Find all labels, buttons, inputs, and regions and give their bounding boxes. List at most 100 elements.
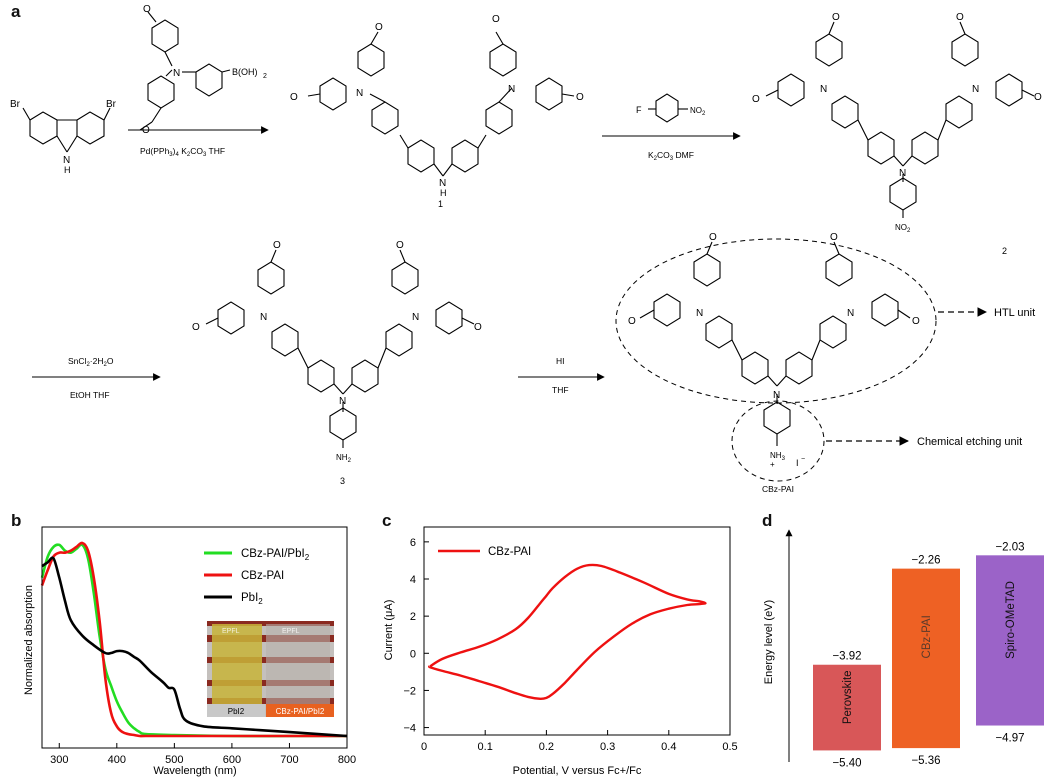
cv-x-tick-label-1: 0.1 — [478, 741, 493, 753]
cbzpai-iodide-minus: − — [801, 456, 805, 463]
cv-line — [428, 563, 707, 701]
absorption-x-tick-label-4: 700 — [280, 754, 298, 766]
cbzpai-tag — [266, 704, 334, 717]
absorption-line-2 — [41, 556, 348, 738]
energy-y-label: Energy level (eV) — [763, 600, 775, 684]
energy-bottom-label-2: −4.97 — [995, 733, 1024, 745]
compound3-n-right: N — [412, 312, 419, 323]
absorption-legend-label-1: CBz-PAI — [241, 570, 284, 582]
energy-top-label-1: −2.26 — [911, 555, 940, 567]
step2-f: F — [636, 105, 642, 115]
compound-2-structure — [765, 21, 1035, 218]
compound-2-label: 2 — [1002, 246, 1007, 256]
panel-label-b: b — [11, 511, 22, 530]
step4-reagent: HI — [556, 356, 565, 366]
compound1-o1: O — [375, 22, 383, 33]
absorption-line-1 — [40, 541, 347, 738]
cv-x-label: Potential, V versus Fc+/Fc — [513, 765, 642, 777]
compound3-o1: O — [273, 240, 281, 251]
br-left: Br — [10, 99, 21, 110]
absorption-x-tick-label-3: 600 — [223, 754, 241, 766]
cv-x-tick-label-3: 0.3 — [600, 741, 615, 753]
boronic-acid-reagent — [139, 11, 231, 131]
step3-reagent: SnCl2·2H2O — [68, 356, 114, 368]
cv-y-tick-label-5: 6 — [410, 537, 416, 549]
absorption-x-tick-label-0: 300 — [50, 754, 68, 766]
compound1-n-right: N — [508, 84, 515, 95]
energy-bar-2 — [976, 555, 1044, 726]
cbzpai-o3: O — [830, 232, 838, 243]
br-right: Br — [106, 99, 117, 110]
energy-category-label-0: Perovskite — [842, 670, 854, 724]
energy-category-label-1: CBz-PAI — [921, 615, 933, 658]
energy-bar-1 — [892, 568, 960, 749]
logo-text-right: EPFL — [282, 628, 300, 635]
panel-label-d: d — [762, 511, 773, 530]
panel-label-a: a — [11, 2, 21, 21]
inset-left-label: PbI2 — [228, 707, 245, 716]
boronic-group: B(OH) — [232, 67, 258, 77]
cbzpai-n-core: N — [773, 390, 780, 401]
compound2-no2: NO2 — [895, 223, 911, 234]
step2-no2: NO2 — [690, 106, 706, 117]
compound1-h: H — [440, 188, 447, 198]
step3-conditions: EtOH THF — [70, 390, 110, 400]
cv-axes-frame — [423, 526, 731, 736]
compound3-n-left: N — [260, 312, 267, 323]
absorption-x-tick-label-1: 400 — [108, 754, 126, 766]
pbi2-film — [212, 624, 262, 704]
cv-legend: CBz-PAI — [438, 546, 531, 558]
compound1-o4: O — [576, 92, 584, 103]
absorption-x-tick-label-5: 800 — [338, 754, 356, 766]
compound2-n-core: N — [899, 168, 906, 179]
cv-y-tick-label-0: −4 — [403, 723, 416, 735]
compound2-o2: O — [752, 94, 760, 105]
energy-bars: −3.92 −5.40 Perovskite −2.26 −5.36 CBz-PAI −2.… — [813, 541, 1044, 769]
cv-y-label: Current (μA) — [383, 600, 395, 661]
logo-text-left: EPFL — [222, 628, 240, 635]
compound2-o1: O — [832, 12, 840, 23]
fluoronitrobenzene-reagent — [648, 93, 688, 123]
carbazole-n: N — [63, 155, 70, 166]
compound-3-structure — [205, 249, 475, 448]
etching-unit-ellipse — [731, 400, 825, 482]
compound3-o2: O — [192, 322, 200, 333]
energy-chart: Energy level (eV) −3.92 −5.40 Perovskite −2… — [763, 529, 1044, 769]
compound-1-structure — [307, 31, 575, 177]
cbzpai-nh3: NH3 — [770, 451, 786, 462]
absorption-x-label: Wavelength (nm) — [153, 765, 236, 777]
cbz-pai-label: CBz-PAI — [762, 484, 794, 494]
cbzpai-o1: O — [709, 232, 717, 243]
boronic-group-sub: 2 — [263, 73, 267, 80]
compound-1-label: 1 — [438, 199, 443, 209]
cv-y-tick-label-1: −2 — [403, 685, 416, 697]
htl-unit-ellipse — [615, 238, 937, 404]
cv-x-tick-label-4: 0.4 — [661, 741, 676, 753]
cv-x-tick-label-0: 0 — [421, 741, 427, 753]
compound1-n-left: N — [356, 88, 363, 99]
inset-right-label: CBz-PAI/PbI2 — [276, 707, 325, 716]
carbazole-h: H — [64, 165, 71, 175]
compound1-o2: O — [290, 92, 298, 103]
compound3-o3: O — [396, 240, 404, 251]
panel-label-c: c — [382, 511, 392, 530]
etching-unit-label: Chemical etching unit — [917, 436, 1022, 448]
cbzpai-plus: + — [770, 460, 775, 469]
cbzpai-o4: O — [912, 316, 920, 327]
cv-x-tick-label-5: 0.5 — [722, 741, 737, 753]
cv-y-tick-label-3: 2 — [410, 611, 416, 623]
energy-category-label-2: Spiro-OMeTAD — [1005, 581, 1017, 659]
cv-y-tick-label-4: 4 — [410, 574, 416, 586]
compound2-n-right: N — [972, 84, 979, 95]
cbzpai-iodide: I — [796, 458, 799, 468]
cbzpai-pbi2-film — [266, 624, 330, 704]
compound2-o3: O — [956, 12, 964, 23]
step4-solvent: THF — [552, 385, 569, 395]
step1-reagents: Pd(PPh3)4 K2CO3 THF — [140, 146, 225, 158]
compound1-n-core: N — [439, 178, 446, 189]
cbzpai-o2: O — [628, 316, 636, 327]
boronic-o-top: O — [143, 4, 151, 15]
compound3-o4: O — [474, 322, 482, 333]
absorption-x-ticks: 300 400 500 600 700 800 — [50, 743, 356, 766]
energy-top-label-0: −3.92 — [832, 651, 861, 663]
